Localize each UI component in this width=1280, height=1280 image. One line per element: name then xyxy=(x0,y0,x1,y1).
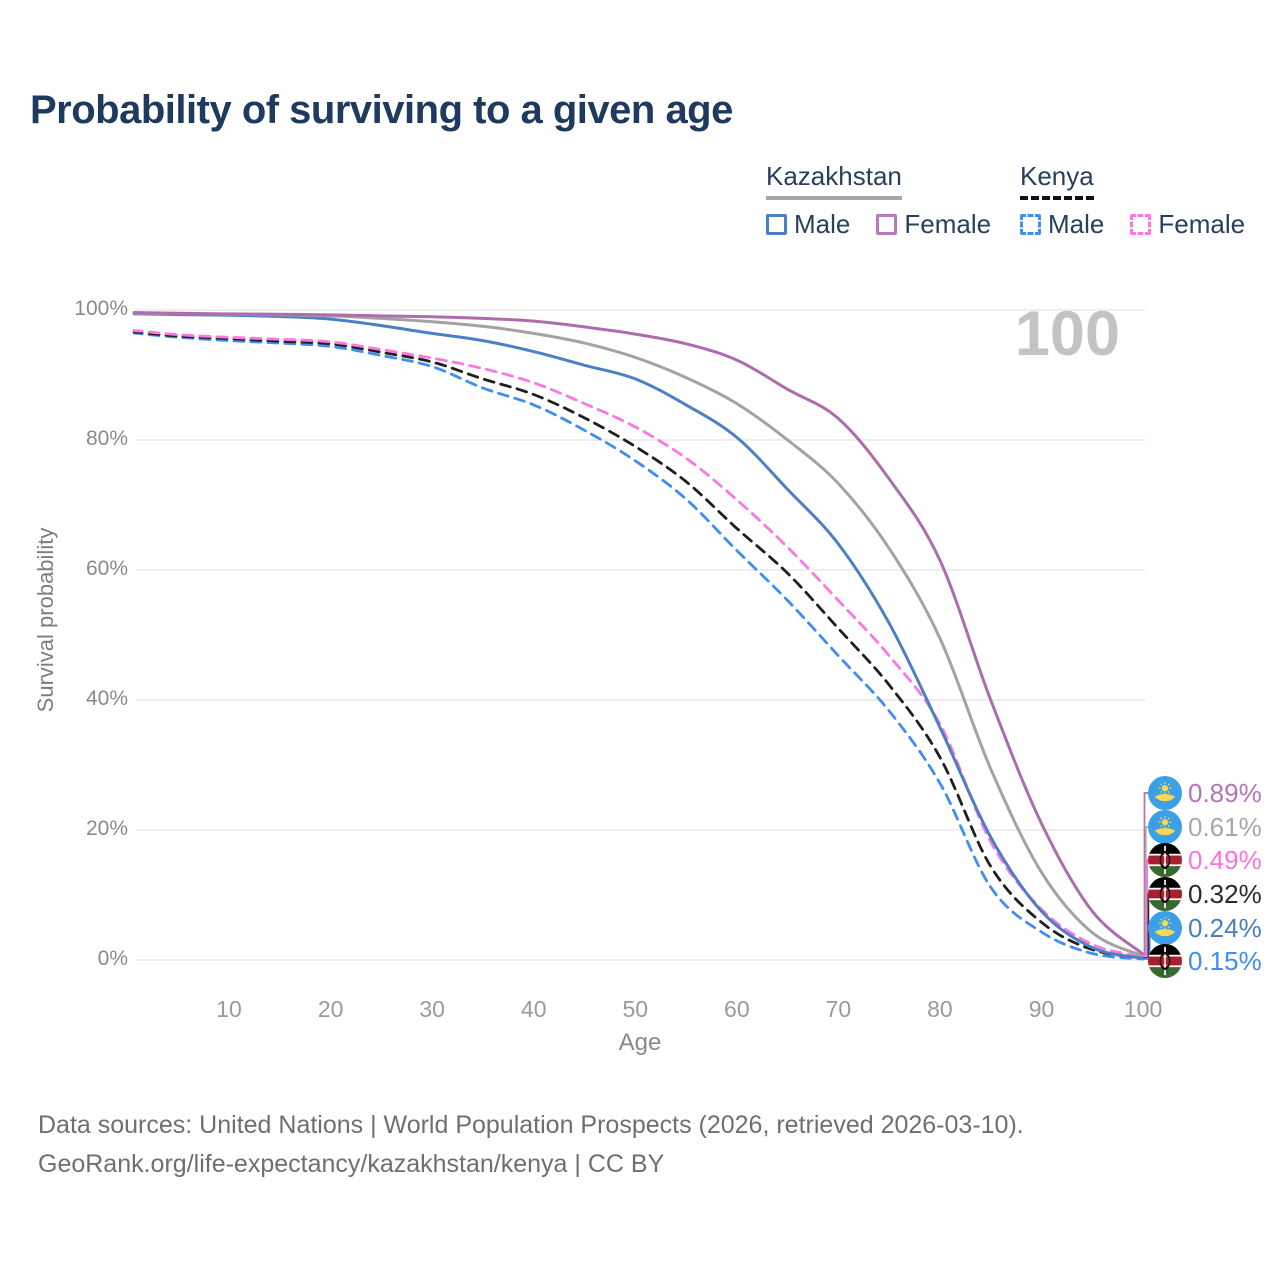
legend-header-kazakhstan[interactable]: Kazakhstan xyxy=(766,161,902,200)
legend-label-kenya-male: Male xyxy=(1048,209,1105,239)
x-tick-50: 50 xyxy=(622,996,649,1022)
end-label-kazakhstan-female: 0.89% xyxy=(1148,776,1262,810)
kenya-flag-icon xyxy=(1148,877,1182,911)
end-label-value-kazakhstan-male: 0.24% xyxy=(1188,912,1262,943)
legend-swatch-kenya-female-icon xyxy=(1130,214,1152,235)
x-tick-40: 40 xyxy=(520,996,547,1022)
y-tick-0: 0% xyxy=(97,947,128,970)
end-label-value-kenya-male: 0.15% xyxy=(1188,945,1262,976)
legend-swatch-kenya-male-icon xyxy=(1020,214,1041,235)
end-label-value-kenya-total: 0.32% xyxy=(1188,878,1262,909)
legend-item-kenya-female[interactable]: Female xyxy=(1130,209,1245,240)
x-tick-60: 60 xyxy=(724,996,750,1022)
end-label-kazakhstan-male: 0.24% xyxy=(1148,911,1262,945)
legend-label-kazakhstan-female: Female xyxy=(904,209,992,239)
y-tick-20: 20% xyxy=(85,817,128,840)
end-label-value-kenya-female: 0.49% xyxy=(1188,844,1262,875)
x-tick-100: 100 xyxy=(1123,996,1163,1022)
series-line-kazakhstan-total[interactable] xyxy=(132,311,1145,958)
end-label-value-kazakhstan-total: 0.61% xyxy=(1188,811,1262,842)
footer-data-sources: Data sources: United Nations | World Pop… xyxy=(38,1111,1024,1139)
chart-title: Probability of surviving to a given age xyxy=(30,88,733,132)
x-axis-title: Age xyxy=(618,1029,662,1056)
legend-item-kazakhstan-female[interactable]: Female xyxy=(876,209,991,240)
end-label-kenya-total: 0.32% xyxy=(1148,877,1262,911)
x-tick-30: 30 xyxy=(419,996,445,1022)
end-label-value-kazakhstan-female: 0.89% xyxy=(1188,777,1262,808)
x-tick-70: 70 xyxy=(825,996,852,1022)
series-line-kenya-male[interactable] xyxy=(132,331,1145,961)
x-tick-90: 90 xyxy=(1028,996,1055,1022)
legend-label-kenya-female: Female xyxy=(1158,209,1246,239)
y-tick-100: 100% xyxy=(74,297,128,320)
legend-group-kazakhstan: Kazakhstan Male Female xyxy=(766,161,991,240)
x-tick-20: 20 xyxy=(317,996,344,1022)
y-tick-60: 60% xyxy=(85,557,128,580)
end-label-kenya-male: 0.15% xyxy=(1148,944,1262,978)
kazakhstan-flag-icon xyxy=(1148,810,1182,844)
legend-swatch-kazakhstan-male-icon xyxy=(766,214,787,235)
footer: Data sources: United Nations | World Pop… xyxy=(38,1106,1024,1184)
legend-item-kazakhstan-male[interactable]: Male xyxy=(766,209,850,240)
legend-item-kenya-male[interactable]: Male xyxy=(1020,209,1104,240)
series-line-kazakhstan-female[interactable] xyxy=(132,311,1145,956)
gridlines xyxy=(136,309,1145,961)
kazakhstan-flag-icon xyxy=(1148,776,1182,810)
footer-attribution: GeoRank.org/life-expectancy/kazakhstan/k… xyxy=(38,1150,665,1178)
x-tick-10: 10 xyxy=(216,996,242,1022)
legend-header-kenya[interactable]: Kenya xyxy=(1020,161,1094,200)
kenya-flag-icon xyxy=(1148,944,1182,978)
y-tick-40: 40% xyxy=(85,687,128,710)
y-tick-80: 80% xyxy=(85,427,128,450)
series-line-kenya-total[interactable] xyxy=(132,330,1145,960)
x-tick-80: 80 xyxy=(927,996,953,1022)
end-label-kazakhstan-total: 0.61% xyxy=(1148,810,1262,844)
kazakhstan-flag-icon xyxy=(1148,911,1182,945)
kenya-flag-icon xyxy=(1148,843,1182,877)
legend-swatch-kazakhstan-female-icon xyxy=(876,214,898,235)
end-label-kenya-female: 0.49% xyxy=(1148,843,1262,877)
series-line-kenya-female[interactable] xyxy=(132,329,1145,959)
legend-label-kazakhstan-male: Male xyxy=(794,209,851,239)
legend-group-kenya: Kenya Male Female xyxy=(1020,161,1245,240)
series-line-kazakhstan-male[interactable] xyxy=(132,312,1145,960)
